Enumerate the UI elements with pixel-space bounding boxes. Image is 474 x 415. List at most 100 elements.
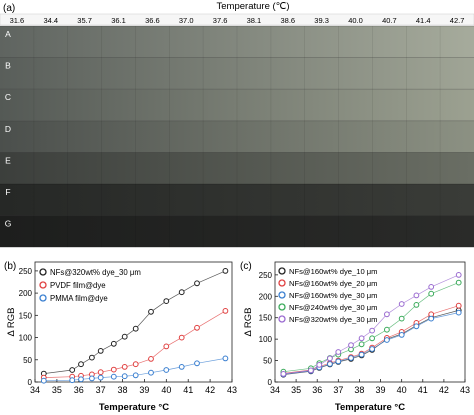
swatch-row: [0, 89, 474, 121]
panel-b-chart: (b) 34 35 36 37 38 39 40 41 42 43050100150200250 …: [4, 261, 237, 413]
data-point: [455, 272, 462, 278]
data-point: [358, 335, 365, 342]
y-tick-label: 100: [19, 334, 33, 343]
data-point: [348, 342, 354, 349]
data-point: [335, 349, 342, 355]
row-label: E: [5, 155, 11, 165]
y-tick-label: 250: [259, 271, 273, 280]
x-tick-label: 40: [161, 385, 171, 395]
data-point: [398, 301, 405, 307]
legend-marker: [278, 315, 286, 323]
x-tick-label: 37: [333, 385, 343, 395]
data-point: [398, 315, 405, 322]
data-point: [148, 356, 154, 362]
data-point: [222, 308, 229, 314]
x-tick-label: 39: [376, 385, 386, 395]
row-label: C: [5, 92, 11, 102]
data-point: [132, 372, 139, 379]
data-point: [148, 369, 154, 376]
data-point: [280, 371, 287, 377]
data-point: [327, 355, 333, 362]
y-tick-label: 50: [263, 357, 272, 366]
panel-c-axes: 34 35 36 37 38 39 40 41 42 43 0 50 100 150 200 250: [259, 271, 470, 395]
data-point: [132, 361, 139, 368]
panel-c-chart: (c) 34 35 36 37 38 39 40 41 42 43050100150200250 …: [240, 261, 470, 413]
data-point: [97, 348, 104, 354]
x-tick-label: 38: [118, 385, 128, 395]
swatch-row: [0, 120, 474, 153]
swatch-row: [0, 184, 474, 216]
data-point: [358, 341, 365, 348]
x-tick-label: 36: [312, 385, 322, 395]
temperature-header: Temperature (℃): [217, 1, 290, 12]
temperature-tick-label: 35.7: [77, 16, 92, 25]
y-tick-label: 200: [259, 292, 273, 301]
data-point: [398, 332, 405, 338]
panel-b-label: (b): [4, 261, 16, 272]
data-point: [178, 334, 185, 341]
legend-marker: [278, 267, 286, 275]
data-point: [369, 327, 376, 334]
data-point: [110, 373, 117, 380]
swatch-row: [0, 215, 474, 248]
data-point: [413, 323, 420, 330]
data-point: [97, 374, 104, 381]
temperature-tick-label: 31.6: [10, 16, 25, 25]
data-point: [428, 290, 435, 297]
y-tick-label: 150: [259, 314, 273, 323]
swatch-row: [0, 152, 474, 184]
data-point: [110, 340, 117, 347]
data-point: [163, 298, 170, 305]
x-tick-label: 41: [183, 385, 193, 395]
legend-marker: [278, 291, 286, 299]
data-point: [222, 355, 229, 362]
x-tick-label: 41: [418, 385, 428, 395]
temperature-tick-label: 36.6: [145, 16, 160, 25]
data-point: [384, 311, 390, 318]
data-point: [455, 279, 462, 286]
data-point: [428, 315, 435, 322]
data-point: [121, 364, 128, 370]
temperature-row-background: [0, 13, 474, 26]
data-point: [163, 367, 170, 373]
legend-entry: NFs@160wt% dye_30 μm: [289, 291, 377, 300]
y-tick-label: 250: [19, 267, 33, 276]
data-point: [121, 373, 128, 380]
data-point: [97, 369, 104, 376]
data-point: [384, 326, 390, 333]
series-line: [283, 274, 459, 375]
data-point: [40, 377, 47, 384]
temperature-tick-label: 41.4: [416, 16, 431, 25]
temperature-tick-label: 42.7: [450, 16, 465, 25]
panel-b-series: [40, 268, 229, 384]
temperature-tick-label: 40.0: [348, 16, 363, 25]
legend-entry: NFs@320wt% dye_30 μm: [50, 268, 141, 277]
color-swatch-grid: A B C D E F G: [0, 25, 474, 248]
x-tick-label: 43: [227, 385, 237, 395]
panel-a: (a) Temperature (℃) 31.6 34.4 35.7 36.1 36.6…: [0, 1, 474, 248]
row-label: D: [5, 124, 11, 134]
panel-c-series: [280, 272, 462, 378]
data-point: [428, 284, 435, 290]
data-point: [222, 268, 229, 274]
x-tick-label: 42: [439, 385, 449, 395]
x-tick-label: 34: [30, 385, 40, 395]
legend-entry: PMMA film@dye: [50, 294, 108, 303]
data-point: [121, 333, 128, 340]
x-tick-label: 40: [397, 385, 407, 395]
temperature-tick-label: 37.0: [179, 16, 194, 25]
panel-b-legend: NFs@320wt% dye_30 μm PVDF film@dye PMMA fi…: [39, 268, 141, 303]
data-point: [132, 325, 139, 332]
panel-a-label: (a): [3, 3, 15, 14]
temperature-tick-label: 39.3: [314, 16, 329, 25]
data-point: [413, 302, 420, 308]
x-tick-label: 43: [460, 385, 470, 395]
x-tick-label: 35: [52, 385, 62, 395]
legend-entry: NFs@240wt% dye_30 μm: [289, 303, 377, 312]
data-point: [335, 358, 342, 365]
panel-b-axes: 34 35 36 37 38 39 40 41 42 43 0 50 100 150 200 250: [19, 267, 237, 395]
data-point: [369, 346, 376, 352]
legend-marker: [278, 279, 286, 287]
panel-b-ylabel: Δ RGB: [6, 307, 17, 336]
